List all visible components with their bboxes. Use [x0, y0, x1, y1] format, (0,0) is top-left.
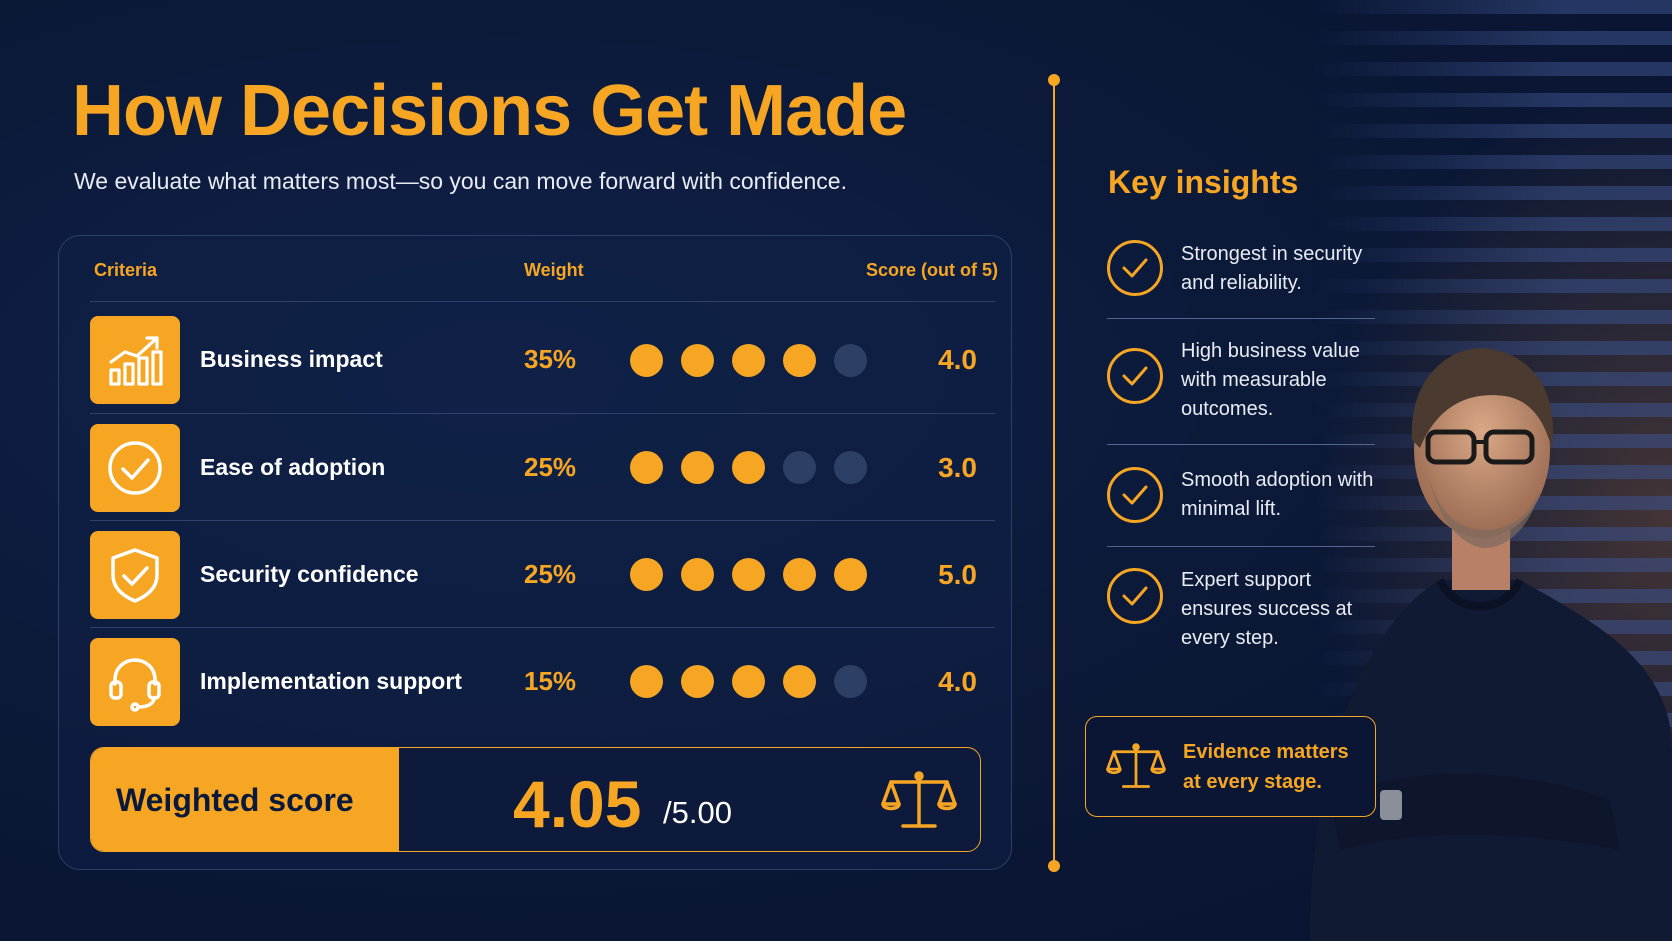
score-dot-filled	[732, 665, 765, 698]
score-dot-filled	[681, 344, 714, 377]
column-header-weight: Weight	[524, 260, 584, 280]
criteria-score: 3.0	[938, 452, 977, 483]
insights-title: Key insights	[1108, 164, 1299, 200]
score-dot-empty	[834, 665, 867, 698]
score-dot-filled	[630, 665, 663, 698]
divider-dot-bottom	[1048, 860, 1060, 872]
score-dot-filled	[732, 558, 765, 591]
insight-divider	[1107, 444, 1375, 445]
balance-scale-icon	[881, 768, 957, 837]
check-circle-icon	[1107, 348, 1163, 404]
person-illustration	[1310, 348, 1672, 941]
score-dots	[630, 344, 867, 377]
column-header-score: Score (out of 5)	[866, 260, 999, 280]
score-dot-empty	[834, 344, 867, 377]
criteria-label: Business impact	[200, 346, 383, 372]
score-dot-filled	[630, 451, 663, 484]
check-circle-icon	[1107, 240, 1163, 296]
score-dot-filled	[834, 558, 867, 591]
weighted-score-value: 4.05	[513, 767, 642, 841]
criteria-weight: 35%	[524, 344, 577, 374]
bar-chart-growth-icon	[90, 316, 180, 404]
criteria-label: Security confidence	[200, 561, 419, 587]
headset-icon	[90, 638, 180, 726]
score-dot-filled	[681, 558, 714, 591]
criteria-weight: 25%	[524, 452, 577, 482]
weighted-score-max: /5.00	[663, 795, 732, 830]
check-circle-icon	[1107, 467, 1163, 523]
score-dot-filled	[783, 558, 816, 591]
weighted-score-label-box: Weighted score	[91, 748, 399, 851]
shield-check-icon	[90, 531, 180, 619]
row-divider	[90, 413, 995, 414]
insight-divider	[1107, 546, 1375, 547]
score-dot-filled	[630, 344, 663, 377]
score-dot-filled	[732, 344, 765, 377]
column-header-criteria: Criteria	[94, 260, 158, 280]
vertical-divider	[1053, 80, 1055, 867]
score-dot-empty	[783, 451, 816, 484]
score-dot-filled	[732, 451, 765, 484]
score-dot-filled	[783, 344, 816, 377]
score-dot-filled	[783, 665, 816, 698]
evidence-callout: Evidence matters at every stage.	[1085, 716, 1376, 817]
insight-text: Expert support ensures success at every …	[1181, 569, 1353, 649]
score-dot-filled	[681, 451, 714, 484]
row-divider	[90, 520, 995, 521]
criteria-label: Ease of adoption	[200, 454, 386, 480]
row-divider	[90, 627, 995, 628]
criteria-weight: 15%	[524, 666, 577, 696]
check-circle-icon	[90, 424, 180, 512]
header-divider	[90, 301, 995, 302]
criteria-weight: 25%	[524, 559, 577, 589]
score-dot-filled	[630, 558, 663, 591]
score-dot-empty	[834, 451, 867, 484]
criteria-score: 4.0	[938, 344, 977, 375]
divider-dot-top	[1048, 74, 1060, 86]
page-subtitle: We evaluate what matters most—so you can…	[74, 168, 847, 194]
score-dot-filled	[681, 665, 714, 698]
score-dots	[630, 665, 867, 698]
criteria-label: Implementation support	[200, 668, 462, 694]
balance-scale-icon	[1106, 739, 1166, 798]
score-dots	[630, 558, 867, 591]
insight-text: Strongest in security and reliability.	[1181, 243, 1363, 294]
insight-text: Smooth adoption with minimal lift.	[1181, 469, 1374, 520]
insight-divider	[1107, 318, 1375, 319]
criteria-score: 4.0	[938, 666, 977, 697]
criteria-score: 5.0	[938, 559, 977, 590]
evidence-text: Evidence matters at every stage.	[1183, 741, 1349, 793]
check-circle-icon	[1107, 568, 1163, 624]
weighted-score-label: Weighted score	[116, 782, 354, 818]
score-dots	[630, 451, 867, 484]
page-title: How Decisions Get Made	[72, 71, 907, 151]
weighted-score-box: Weighted score 4.05 /5.00	[90, 747, 981, 852]
insight-text: High business value with measurable outc…	[1181, 340, 1360, 420]
